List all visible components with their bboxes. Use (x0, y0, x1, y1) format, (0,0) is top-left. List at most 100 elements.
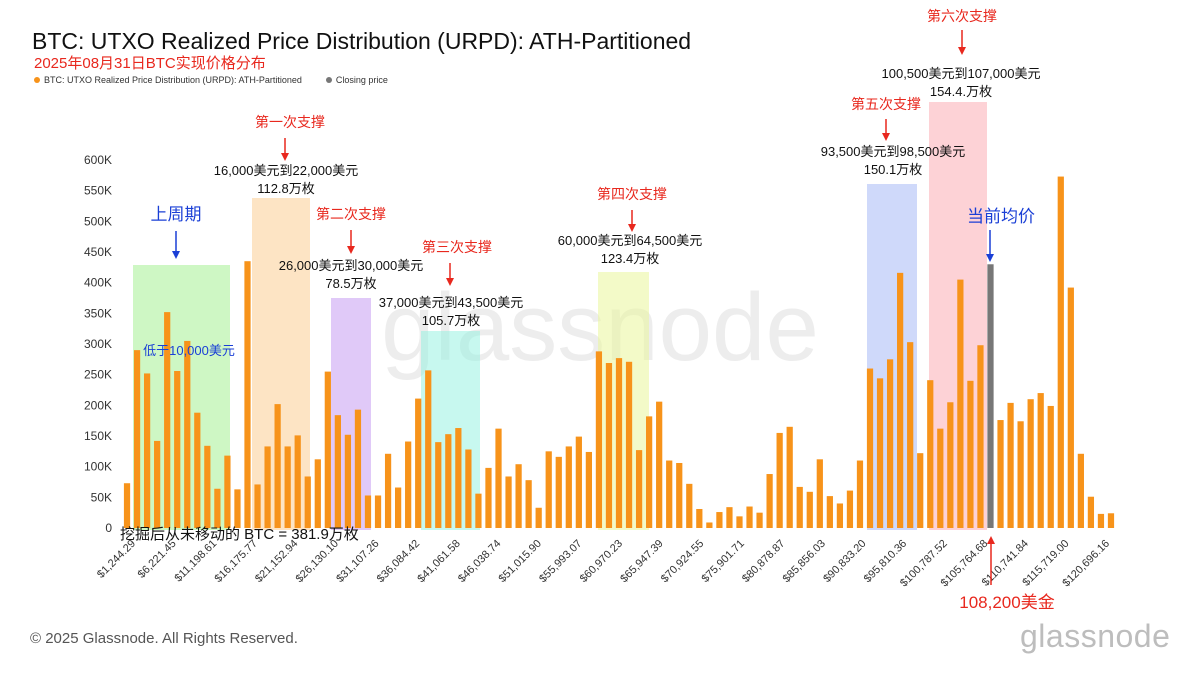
urpd-bar[interactable] (816, 459, 823, 528)
urpd-bar[interactable] (635, 450, 643, 528)
urpd-bar[interactable] (706, 522, 713, 528)
urpd-bar[interactable] (1037, 393, 1044, 528)
urpd-bar[interactable] (846, 490, 854, 528)
urpd-bar[interactable] (334, 415, 341, 528)
urpd-bar[interactable] (545, 451, 552, 528)
urpd-bar[interactable] (746, 506, 753, 528)
urpd-bar[interactable] (525, 480, 532, 528)
urpd-bar[interactable] (1007, 402, 1014, 528)
urpd-bar[interactable] (886, 359, 894, 528)
urpd-bar[interactable] (1077, 453, 1084, 528)
urpd-bar[interactable] (826, 496, 833, 528)
urpd-bar[interactable] (314, 459, 321, 528)
urpd-bar[interactable] (585, 451, 592, 528)
urpd-bar[interactable] (766, 474, 773, 528)
urpd-bar[interactable] (856, 460, 864, 528)
urpd-bar[interactable] (364, 495, 372, 528)
urpd-bar[interactable] (164, 312, 171, 528)
urpd-bar[interactable] (595, 351, 603, 528)
urpd-bar[interactable] (264, 446, 271, 528)
urpd-bar[interactable] (565, 446, 572, 528)
urpd-bar[interactable] (866, 368, 874, 528)
urpd-bar[interactable] (947, 402, 954, 528)
urpd-bar[interactable] (876, 378, 884, 528)
urpd-bar[interactable] (495, 428, 502, 528)
urpd-bar[interactable] (1107, 513, 1115, 528)
urpd-bar[interactable] (836, 503, 844, 528)
urpd-bar[interactable] (615, 358, 623, 528)
urpd-bar[interactable] (475, 493, 482, 528)
urpd-bar[interactable] (455, 428, 462, 528)
urpd-bar[interactable] (535, 507, 542, 528)
urpd-bar[interactable] (957, 279, 964, 528)
legend-item-urpd[interactable]: BTC: UTXO Realized Price Distribution (U… (34, 75, 302, 85)
urpd-bar[interactable] (204, 445, 211, 528)
urpd-bar[interactable] (806, 491, 813, 528)
urpd-bar[interactable] (656, 401, 663, 528)
urpd-bar[interactable] (395, 487, 402, 528)
urpd-bar[interactable] (756, 512, 763, 528)
urpd-bar[interactable] (505, 476, 512, 528)
urpd-bar[interactable] (123, 483, 131, 528)
urpd-bar[interactable] (666, 460, 673, 528)
urpd-bar[interactable] (184, 340, 191, 528)
urpd-bar[interactable] (625, 361, 633, 528)
urpd-bar[interactable] (324, 371, 331, 528)
urpd-bar[interactable] (425, 370, 432, 528)
urpd-bar[interactable] (133, 350, 141, 528)
urpd-bar[interactable] (465, 449, 472, 528)
urpd-bar[interactable] (234, 489, 241, 528)
urpd-bar[interactable] (716, 512, 723, 528)
urpd-bar[interactable] (967, 380, 974, 528)
urpd-bar[interactable] (304, 476, 311, 528)
urpd-bar[interactable] (786, 426, 793, 528)
urpd-bar[interactable] (1047, 405, 1054, 528)
urpd-bar[interactable] (696, 508, 703, 528)
urpd-bar[interactable] (575, 436, 582, 528)
urpd-bar[interactable] (726, 507, 733, 528)
urpd-bar[interactable] (194, 412, 201, 528)
urpd-bar[interactable] (485, 467, 492, 528)
urpd-bar[interactable] (1057, 176, 1064, 528)
urpd-bar[interactable] (154, 440, 161, 528)
urpd-bar[interactable] (214, 488, 221, 528)
urpd-bar[interactable] (254, 484, 261, 528)
urpd-bar[interactable] (1097, 513, 1105, 528)
urpd-bar[interactable] (686, 483, 693, 528)
urpd-bar[interactable] (294, 435, 301, 528)
urpd-bar[interactable] (927, 380, 934, 528)
urpd-bar[interactable] (1087, 496, 1095, 528)
urpd-bar[interactable] (405, 441, 412, 528)
urpd-bar[interactable] (224, 455, 231, 528)
urpd-bar[interactable] (244, 261, 251, 528)
urpd-bar[interactable] (354, 409, 362, 528)
urpd-bar[interactable] (907, 342, 914, 528)
urpd-bar[interactable] (344, 434, 352, 528)
closing-price-bar[interactable] (987, 264, 994, 528)
urpd-bar[interactable] (284, 446, 291, 528)
urpd-bar[interactable] (555, 456, 562, 528)
urpd-bar[interactable] (274, 404, 281, 528)
legend-item-closing-price[interactable]: Closing price (325, 75, 388, 85)
urpd-bar[interactable] (917, 453, 924, 528)
urpd-bar[interactable] (646, 416, 653, 528)
urpd-bar[interactable] (736, 516, 743, 528)
urpd-bar[interactable] (143, 373, 151, 528)
urpd-bar[interactable] (937, 428, 944, 528)
urpd-bar[interactable] (445, 434, 452, 528)
urpd-bar[interactable] (1017, 421, 1024, 528)
urpd-bar[interactable] (776, 432, 783, 528)
urpd-bar[interactable] (1067, 287, 1074, 528)
urpd-bar[interactable] (997, 420, 1004, 528)
urpd-bar[interactable] (605, 363, 613, 528)
urpd-bar[interactable] (796, 486, 803, 528)
urpd-bar[interactable] (435, 442, 442, 528)
urpd-bar[interactable] (1027, 399, 1034, 528)
urpd-bar[interactable] (174, 370, 181, 528)
urpd-bar[interactable] (384, 453, 392, 528)
urpd-bar[interactable] (415, 398, 422, 528)
urpd-bar[interactable] (515, 464, 522, 528)
urpd-bar[interactable] (374, 495, 382, 528)
urpd-bar[interactable] (897, 272, 904, 528)
urpd-bar[interactable] (977, 345, 984, 528)
